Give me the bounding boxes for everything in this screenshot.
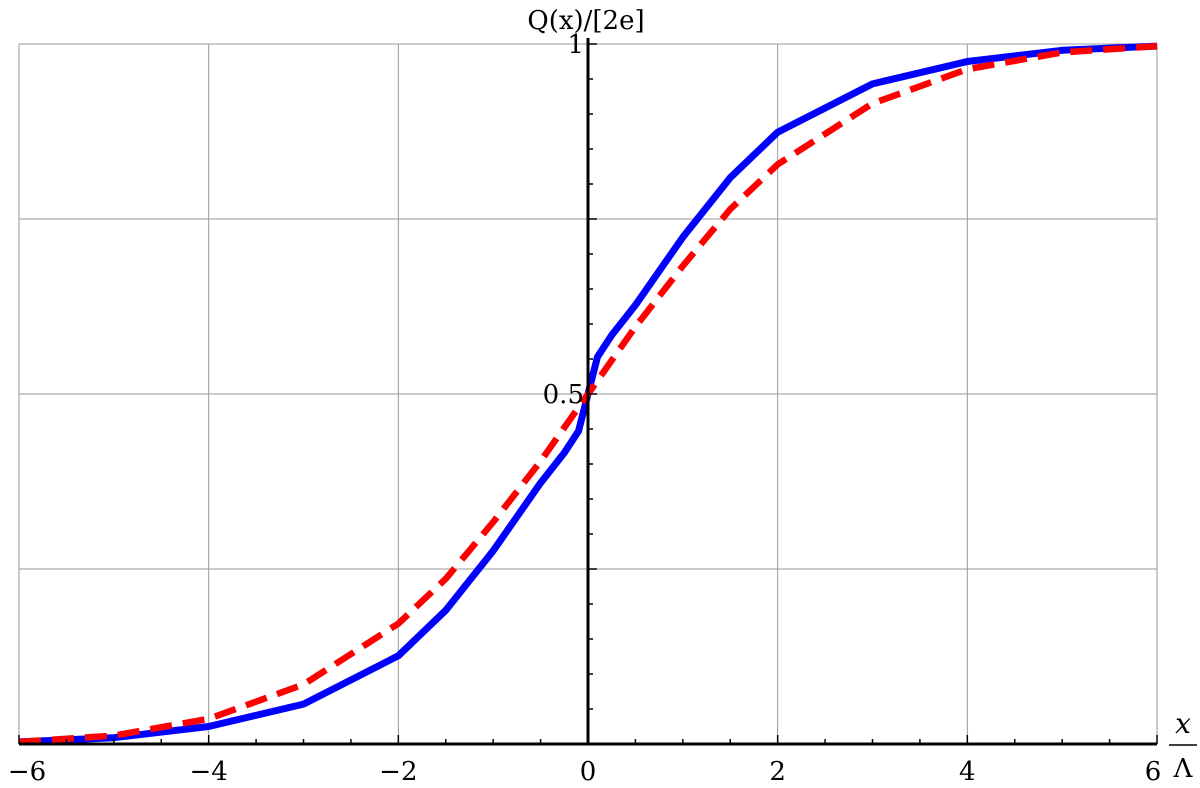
y-axis-label: Q(x)/[2e] (527, 6, 644, 36)
y-tick-label: 0.5 (543, 380, 584, 410)
x-tick-label: −4 (190, 757, 228, 787)
y-tick-label: 1 (567, 30, 584, 60)
x-tick-label: 0 (580, 757, 597, 787)
axes (18, 38, 1158, 746)
x-tick-label: −6 (8, 757, 46, 787)
x-tick-label: 2 (769, 757, 786, 787)
labels: −6 −4 −2 0 2 4 6 0.5 1Q(x)/[2e] xΛ (8, 6, 1197, 787)
x-axis-label-numerator: x (1175, 707, 1191, 740)
x-axis-label-denominator: Λ (1173, 754, 1194, 784)
x-tick-label: 6 (1145, 757, 1162, 787)
x-tick-label: 4 (959, 757, 976, 787)
x-tick-label: −2 (379, 757, 417, 787)
